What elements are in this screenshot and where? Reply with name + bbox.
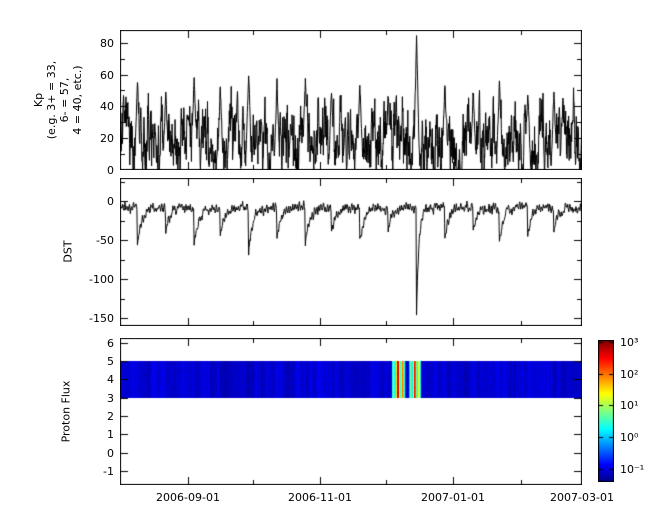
flux-ytick-label: 3: [107, 392, 114, 405]
flux-ytick-label: 5: [107, 355, 114, 368]
colorbar-tick-label: 10⁻¹: [620, 463, 645, 476]
xtick-date-label: 2006-11-01: [288, 491, 352, 504]
colorbar-tick-label: 10³: [620, 336, 639, 349]
kp-ytick-label: 40: [100, 100, 114, 113]
proton-flux-spectrogram: [120, 338, 582, 485]
colorbar-tick-label: 10²: [620, 368, 639, 381]
kp-ytick-label: 20: [100, 132, 114, 145]
dst-ytick-label: -150: [89, 312, 114, 325]
xtick-date-label: 2007-03-01: [550, 491, 614, 504]
dst-ytick-label: -100: [89, 273, 114, 286]
flux-ytick-label: 4: [107, 373, 114, 386]
colorbar-tick-label: 10¹: [620, 399, 639, 412]
kp-ytick-label: 0: [107, 164, 114, 177]
dst-ytick-label: 0: [107, 195, 114, 208]
proton-flux-axis-label: Proton Flux: [59, 380, 73, 443]
colorbar: [598, 340, 614, 482]
kp-ytick-label: 60: [100, 69, 114, 82]
xtick-date-label: 2006-09-01: [156, 491, 220, 504]
dst-plot: [120, 178, 582, 326]
kp-plot: [120, 30, 582, 170]
flux-ytick-label: 1: [107, 428, 114, 441]
flux-ytick-label: 2: [107, 410, 114, 423]
flux-ytick-label: 0: [107, 447, 114, 460]
flux-ytick-label: 6: [107, 337, 114, 350]
xtick-date-label: 2007-01-01: [421, 491, 485, 504]
flux-ytick-label: -1: [103, 465, 114, 478]
kp-axis-label: Kp (e.g. 3+ = 33, 6- = 57, 4 = 40, etc.): [32, 60, 84, 140]
kp-ytick-label: 80: [100, 37, 114, 50]
colorbar-tick-label: 10⁰: [620, 431, 639, 444]
dst-axis-label: DST: [61, 240, 75, 263]
dst-ytick-label: -50: [96, 234, 114, 247]
